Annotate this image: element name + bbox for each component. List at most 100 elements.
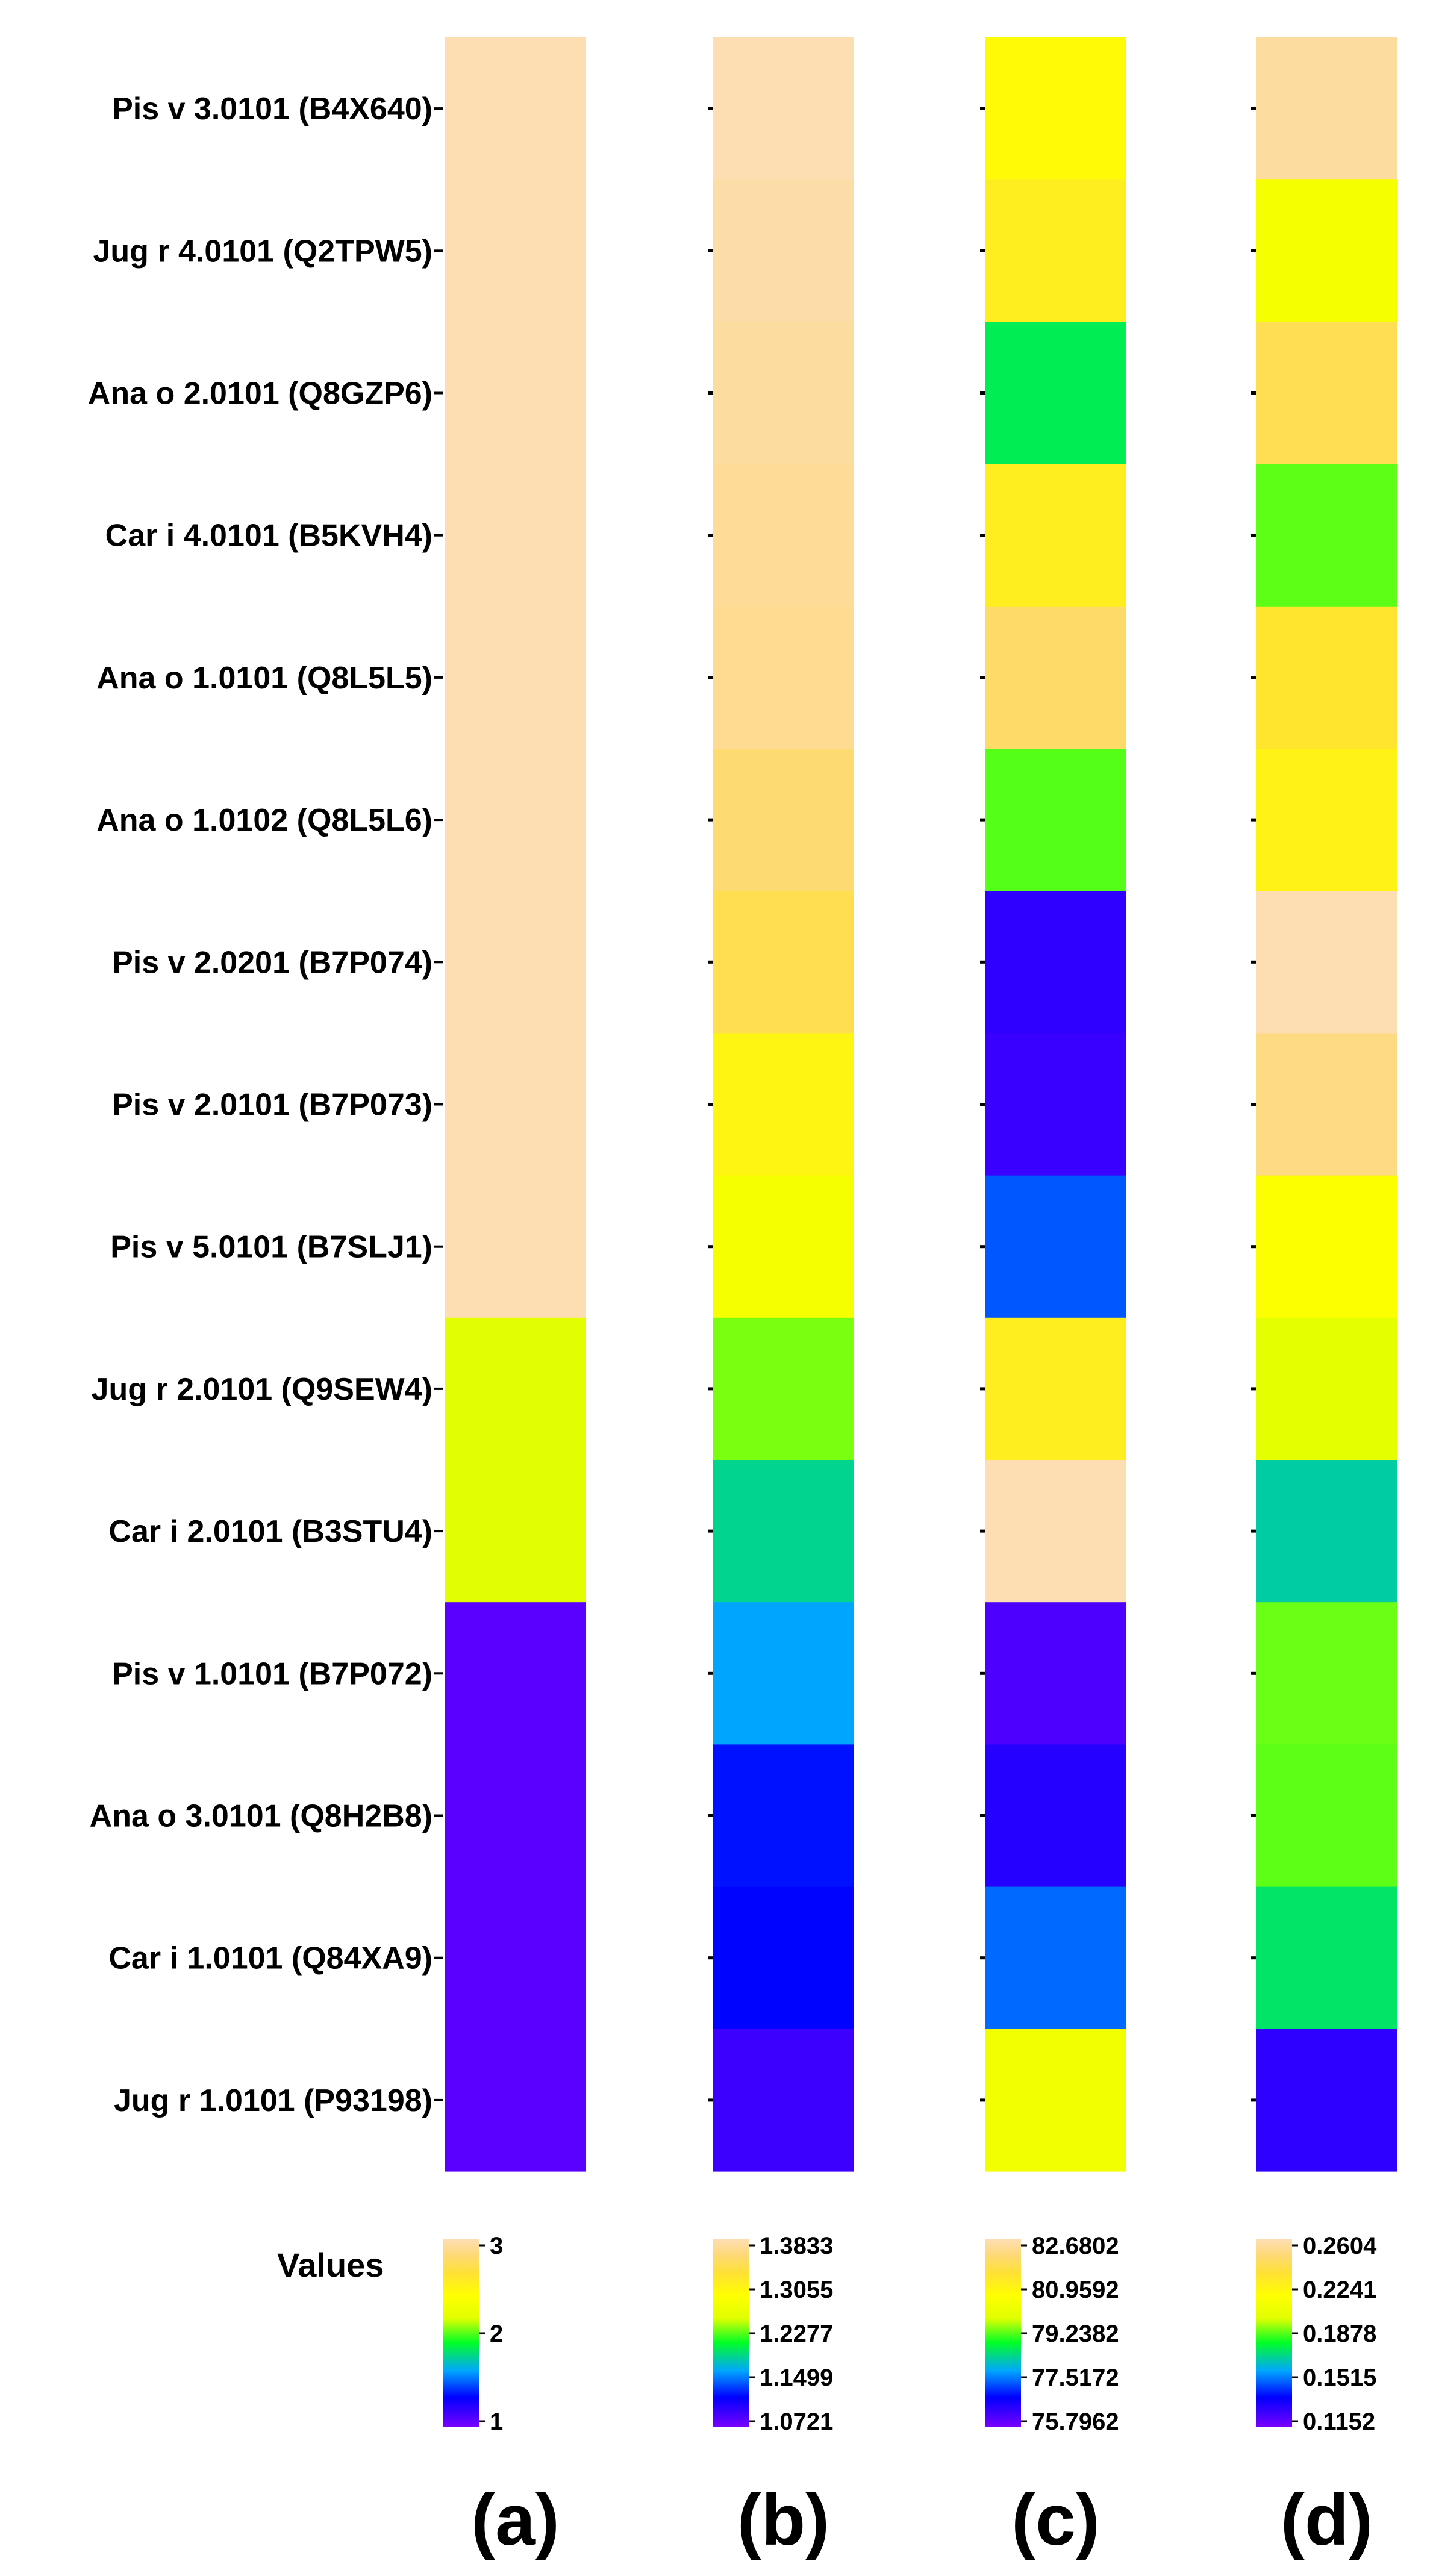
heatmap-cell xyxy=(985,37,1126,180)
heatmap-cell xyxy=(445,749,586,891)
heatmap-cell xyxy=(713,1602,854,1745)
legend-tick-label: 0.2604 xyxy=(1303,2233,1377,2259)
heatmap-cell xyxy=(1256,1317,1397,1461)
heatmap-cell xyxy=(445,1033,586,1176)
heatmap-cell xyxy=(985,749,1126,891)
legend-title: Values xyxy=(277,2246,384,2284)
heatmap-cell xyxy=(985,1317,1126,1461)
legend-tick-label: 0.1152 xyxy=(1303,2409,1375,2435)
heatmap-cell xyxy=(985,1602,1126,1745)
heatmap-cells xyxy=(445,37,1397,2172)
heatmap-cell xyxy=(445,1175,586,1318)
heatmap-cell xyxy=(1256,37,1397,180)
row-label: Pis v 3.0101 (B4X640) xyxy=(112,92,432,126)
row-labels: Pis v 3.0101 (B4X640) Jug r 4.0101 (Q2TPW… xyxy=(88,92,1257,2118)
panel-label: (a) xyxy=(471,2480,560,2560)
row-label: Pis v 1.0101 (B7P072) xyxy=(112,1656,432,1691)
heatmap-cell xyxy=(1256,606,1397,749)
heatmap-cell xyxy=(985,606,1126,749)
legend-tick-label: 3 xyxy=(490,2233,503,2259)
heatmap-cell xyxy=(445,2029,586,2172)
heatmap-cell xyxy=(1256,2029,1397,2172)
legend-tick-label: 1.3833 xyxy=(760,2233,833,2259)
heatmap-cell xyxy=(985,464,1126,607)
heatmap-cell xyxy=(713,322,854,465)
row-label: Pis v 2.0201 (B7P074) xyxy=(112,945,432,980)
legend-tick-label: 2 xyxy=(490,2321,503,2347)
heatmap-cell xyxy=(1256,322,1397,465)
row-label: Pis v 2.0101 (B7P073) xyxy=(112,1088,432,1123)
heatmap-cell xyxy=(445,322,586,465)
heatmap-cell xyxy=(1256,1744,1397,1888)
heatmap-cell xyxy=(445,1317,586,1461)
row-label: Jug r 1.0101 (P93198) xyxy=(114,2083,432,2118)
row-label: Car i 2.0101 (B3STU4) xyxy=(108,1514,432,1549)
heatmap-cell xyxy=(713,1460,854,1603)
heatmap-cell xyxy=(445,1602,586,1745)
legend-tick-label: 75.7962 xyxy=(1032,2409,1119,2435)
heatmap-cell xyxy=(445,1886,586,2030)
heatmap-cell xyxy=(985,1744,1126,1888)
legend-colorbar xyxy=(443,2239,479,2427)
heatmap-cell xyxy=(985,891,1126,1034)
heatmap-cell xyxy=(713,37,854,180)
heatmap-cell xyxy=(445,606,586,749)
panel-label: (b) xyxy=(737,2480,829,2560)
heatmap-cell xyxy=(1256,179,1397,322)
legend-tick-label: 80.9592 xyxy=(1032,2277,1119,2303)
heatmap-cell xyxy=(713,1744,854,1888)
heatmap-cell xyxy=(713,1886,854,2030)
heatmap-cell xyxy=(713,464,854,607)
legend-tick-label: 82.6802 xyxy=(1032,2233,1119,2259)
legend-tick-label: 1 xyxy=(490,2409,503,2435)
heatmap-cell xyxy=(445,1744,586,1888)
legend-tick-label: 1.3055 xyxy=(760,2277,833,2303)
legend: Values 3 2 1 1.3833 1.3055 1.2277 1.1499 1.0721… xyxy=(277,2233,1377,2435)
heatmap-cell xyxy=(1256,1460,1397,1603)
heatmap-cell xyxy=(985,1175,1126,1318)
heatmap-cell xyxy=(713,1033,854,1176)
heatmap-cell xyxy=(1256,1175,1397,1318)
row-label: Car i 1.0101 (Q84XA9) xyxy=(108,1941,432,1976)
heatmap-cell xyxy=(445,37,586,180)
panel-label: (d) xyxy=(1281,2480,1373,2560)
legend-tick-label: 0.1515 xyxy=(1303,2365,1376,2391)
heatmap-cell xyxy=(713,1317,854,1461)
heatmap-cell xyxy=(1256,891,1397,1034)
row-label: Ana o 1.0101 (Q8L5L5) xyxy=(96,661,432,696)
row-label: Pis v 5.0101 (B7SLJ1) xyxy=(110,1230,432,1265)
heatmap-cell xyxy=(985,1886,1126,2030)
heatmap-cell xyxy=(985,179,1126,322)
row-label: Jug r 4.0101 (Q2TPW5) xyxy=(93,234,432,269)
legend-tick-label: 0.1878 xyxy=(1303,2321,1376,2347)
heatmap-cell xyxy=(1256,1886,1397,2030)
heatmap-cell xyxy=(1256,749,1397,891)
heatmap-cell xyxy=(445,1460,586,1603)
heatmap-cell xyxy=(445,179,586,322)
legend-colorbar xyxy=(1256,2239,1292,2427)
heatmap-cell xyxy=(1256,1033,1397,1176)
legend-colorbar xyxy=(985,2239,1021,2427)
row-label: Ana o 1.0102 (Q8L5L6) xyxy=(96,803,432,838)
heatmap-cell xyxy=(445,891,586,1034)
panel-labels: (a) (b) (c) (d) xyxy=(471,2480,1373,2560)
row-label: Ana o 3.0101 (Q8H2B8) xyxy=(90,1799,432,1834)
heatmap-cell xyxy=(985,322,1126,465)
legend-tick-label: 1.1499 xyxy=(760,2365,833,2391)
legend-tick-label: 79.2382 xyxy=(1032,2321,1119,2347)
heatmap-cell xyxy=(1256,464,1397,607)
row-label: Car i 4.0101 (B5KVH4) xyxy=(105,519,432,554)
heatmap-cell xyxy=(445,464,586,607)
row-label: Jug r 2.0101 (Q9SEW4) xyxy=(92,1372,432,1407)
heatmap-cell xyxy=(1256,1602,1397,1745)
heatmap-cell xyxy=(713,891,854,1034)
heatmap-cell xyxy=(713,749,854,891)
heatmap-cell xyxy=(713,1175,854,1318)
heatmap-cell xyxy=(985,1033,1126,1176)
heatmap-cell xyxy=(713,179,854,322)
panel-label: (c) xyxy=(1011,2480,1100,2560)
legend-tick-label: 1.2277 xyxy=(760,2321,833,2347)
row-label: Ana o 2.0101 (Q8GZP6) xyxy=(88,376,432,411)
legend-tick-label: 1.0721 xyxy=(760,2409,833,2435)
